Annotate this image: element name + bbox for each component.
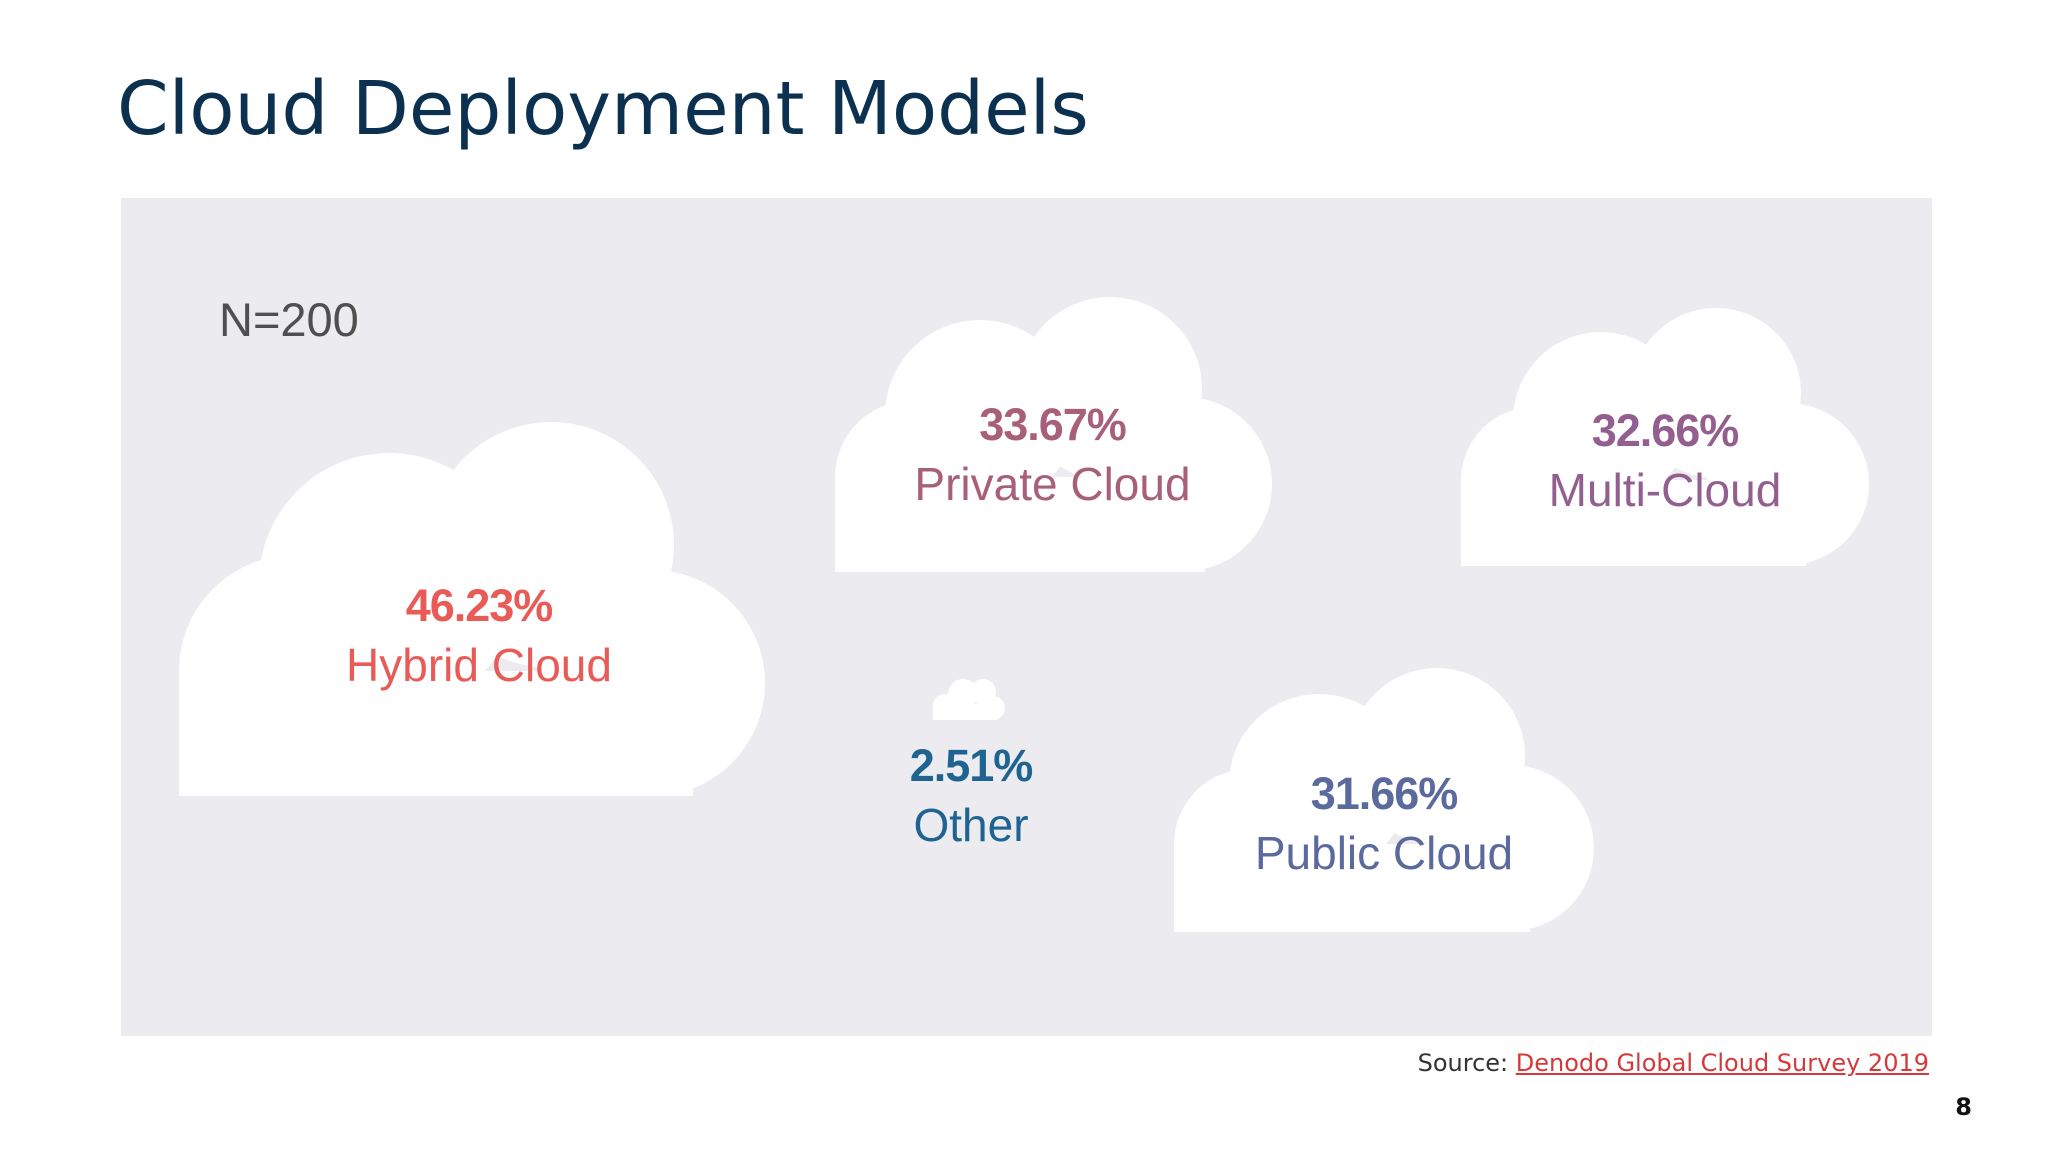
public-cloud-percent: 31.66% bbox=[1310, 768, 1459, 819]
hybrid-cloud-percent: 46.23% bbox=[405, 580, 554, 631]
cloud-icon bbox=[1174, 668, 1594, 932]
other-percent: 2.51% bbox=[909, 740, 1034, 791]
page-number: 8 bbox=[1955, 1093, 1972, 1121]
cloud-icon bbox=[1461, 308, 1869, 566]
cloud-icon bbox=[835, 297, 1272, 572]
public-cloud-card: 31.66% Public Cloud bbox=[1174, 668, 1594, 932]
sample-size-label: N=200 bbox=[219, 293, 359, 346]
multi-cloud-card: 32.66% Multi-Cloud bbox=[1461, 308, 1869, 566]
public-cloud-label: Public Cloud bbox=[1254, 827, 1514, 879]
infographic-panel: N=200 46.23% Hybrid Cloud 33.67% Private… bbox=[121, 198, 1932, 1036]
source-link[interactable]: Denodo Global Cloud Survey 2019 bbox=[1515, 1049, 1929, 1077]
slide-title: Cloud Deployment Models bbox=[117, 66, 1089, 152]
multi-cloud-label: Multi-Cloud bbox=[1548, 464, 1782, 516]
private-cloud-label: Private Cloud bbox=[914, 458, 1191, 510]
multi-cloud-percent: 32.66% bbox=[1591, 405, 1740, 456]
hybrid-cloud-card: 46.23% Hybrid Cloud bbox=[179, 420, 779, 796]
other-cloud-card: 2.51% Other bbox=[861, 740, 1081, 880]
private-cloud-percent: 33.67% bbox=[979, 399, 1127, 450]
other-label: Other bbox=[913, 799, 1029, 851]
hybrid-cloud-label: Hybrid Cloud bbox=[346, 639, 612, 691]
cloud-icon bbox=[933, 679, 1005, 720]
other-cloud-icon bbox=[933, 676, 1005, 720]
cloud-icon bbox=[179, 422, 765, 796]
source-prefix: Source: bbox=[1417, 1049, 1516, 1077]
source-citation: Source: Denodo Global Cloud Survey 2019 bbox=[1418, 1049, 1929, 1077]
private-cloud-card: 33.67% Private Cloud bbox=[835, 297, 1272, 572]
